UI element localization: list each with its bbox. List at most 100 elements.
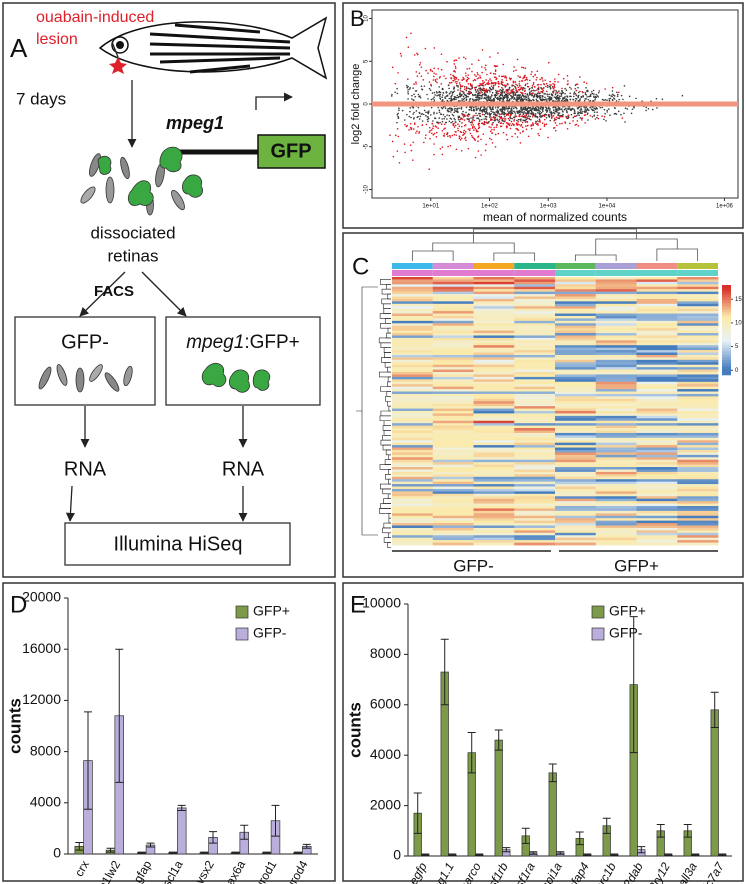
heatmap-cell [473,488,515,492]
heatmap-cell [636,342,678,346]
point [463,77,465,80]
heatmap-cell [555,296,597,300]
point [398,162,401,164]
point [453,63,456,65]
heatmap-cell [595,464,637,468]
point [501,86,503,89]
point [544,113,546,116]
point [543,87,545,89]
point [501,94,504,97]
point [485,112,487,114]
point [441,96,444,99]
point [581,110,584,113]
point [504,93,507,96]
point [566,111,568,114]
point [589,106,591,109]
heatmap-cell [555,298,597,302]
heatmap-cell [432,525,474,529]
heatmap-cell [636,469,678,473]
point [410,149,413,152]
point [549,119,552,122]
heatmap-cell [392,520,434,524]
heatmap-cell [432,454,474,458]
heatmap-cell [392,523,434,526]
time-label: 7 days [16,89,66,108]
point [681,94,684,97]
point [613,95,616,97]
heatmap-cell [555,525,597,529]
point [590,108,593,111]
heatmap-cell [595,354,637,358]
bar [548,772,557,857]
point [470,124,473,126]
heatmap-cell [636,330,678,334]
point [480,122,483,125]
point [526,116,528,118]
heatmap-cell [514,357,556,361]
heatmap-cell [392,354,434,358]
heatmap-cell [392,501,434,504]
heatmap-cell [514,535,556,539]
point [477,127,480,130]
point [467,118,469,121]
heatmap-cell [514,413,556,417]
heatmap-cell [636,337,678,341]
heatmap-cell [555,440,597,444]
point [489,78,491,80]
point [524,115,526,118]
heatmap-cell [555,493,597,497]
point [475,94,477,96]
dendrogram-branch [380,386,391,392]
x-tick-label: vsx2 [193,858,218,884]
heatmap-cell [677,333,719,336]
point [606,111,609,113]
dendrogram-branch [380,483,391,490]
point [472,124,475,126]
point [493,76,496,79]
point [534,122,537,124]
point [564,96,566,98]
point [555,92,557,94]
heatmap-cell [595,325,637,329]
panel-label: B [350,6,365,31]
heatmap-cell [473,330,515,334]
point [441,120,444,123]
point [439,98,442,100]
point [501,119,504,122]
heatmap-cell [595,430,637,434]
dendrogram-branch [473,228,637,243]
point [557,107,560,110]
heatmap-cell [392,513,434,517]
dendrogram-branch [383,303,391,309]
point [462,116,465,118]
heatmap-cell [514,408,556,412]
point [483,113,485,116]
point [438,111,441,113]
heatmap-cell [677,537,719,541]
point [551,116,553,118]
error-bar [421,853,430,856]
heatmap-cell [432,320,474,324]
point [394,134,397,137]
heatmap-cell [636,496,678,500]
error-bar [271,804,280,837]
point [396,150,399,152]
rna-label: RNA [64,458,107,480]
point [477,59,480,62]
heatmap-cell [636,474,678,478]
point [526,124,529,127]
point [525,76,528,79]
point [444,96,446,99]
heatmap-cell [514,525,556,529]
point [530,118,532,121]
point [411,94,413,97]
point [562,77,565,80]
point [553,83,556,86]
point [564,93,566,95]
heatmap-cell [473,401,515,405]
point [449,107,451,109]
heatmap-cell [432,437,474,441]
point [519,142,522,144]
heatmap-cell [514,462,556,465]
point [485,118,488,121]
